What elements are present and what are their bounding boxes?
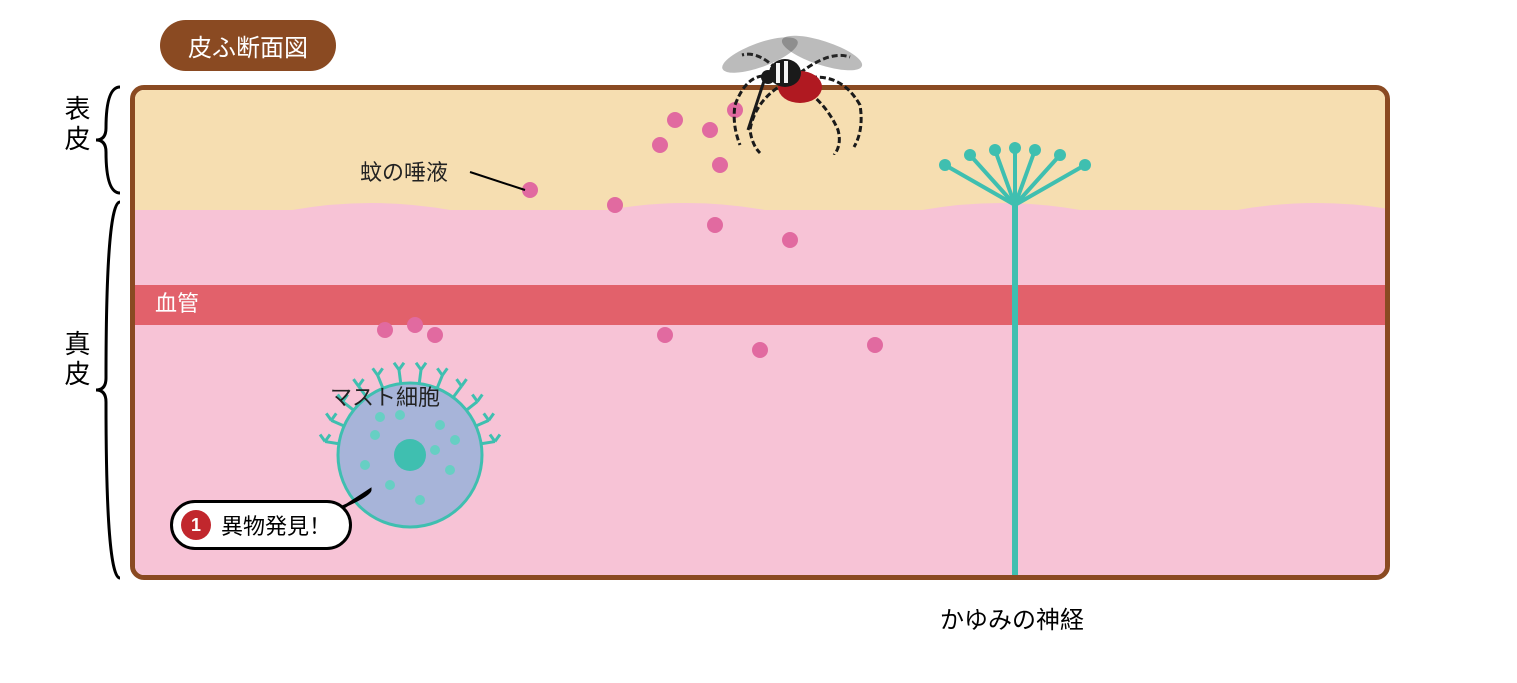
dermis-label: 真皮 (58, 330, 95, 390)
diagram-title: 皮ふ断面図 (160, 20, 336, 71)
saliva-dot (522, 182, 538, 198)
brace (96, 200, 126, 580)
blood-vessel-label: 血管 (155, 286, 199, 318)
saliva-dot (427, 327, 443, 343)
saliva-label: 蚊の唾液 (360, 155, 448, 187)
mosquito-icon (690, 15, 890, 155)
saliva-dot (657, 327, 673, 343)
saliva-dot (867, 337, 883, 353)
epidermis-label: 表皮 (58, 95, 95, 155)
saliva-dot (667, 112, 683, 128)
callout-text: 異物発見！ (221, 509, 331, 541)
saliva-dot (377, 322, 393, 338)
callout-number: 1 (181, 510, 211, 540)
saliva-dot (712, 157, 728, 173)
saliva-dot (407, 317, 423, 333)
nerve-label: かゆみの神経 (940, 600, 1084, 635)
mast-cell-label: マスト細胞 (330, 380, 440, 412)
saliva-dot (607, 197, 623, 213)
saliva-dot (652, 137, 668, 153)
saliva-dot (752, 342, 768, 358)
callout-bubble: 1 異物発見！ (170, 500, 352, 550)
saliva-dot (707, 217, 723, 233)
saliva-dot (782, 232, 798, 248)
brace (96, 85, 126, 195)
